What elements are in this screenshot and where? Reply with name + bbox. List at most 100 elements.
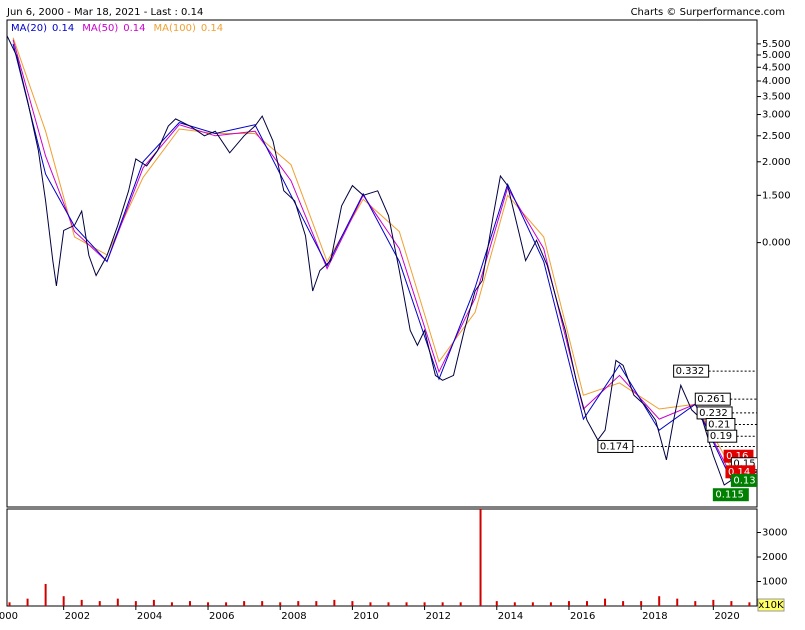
volume-bar [748,602,751,606]
y-tick-label: 2.000 [762,157,791,168]
y-tick-label: 1.500 [762,190,791,201]
source: Charts © Surperformance.com [631,7,785,18]
level-label: 0.16 [726,451,748,462]
chart-title: Jun 6, 2000 - Mar 18, 2021 - Last : 0.14 [6,7,203,18]
volume-bar [243,601,246,606]
volume-bar [694,601,697,606]
volume-bar [479,509,482,606]
volume-bar [549,602,552,606]
volume-bar [495,601,498,606]
x-tick-label: 2010 [353,611,378,622]
level-box [707,429,738,443]
volume-bar [459,602,462,606]
level-label: 0.261 [697,394,726,405]
level-label: 0.15 [733,459,755,470]
x-tick-label: 2012 [426,611,451,622]
x-tick-label: 2004 [137,611,162,622]
volume-bar [604,598,607,606]
y-tick-label: 5.000 [762,50,791,61]
volume-bar [369,602,372,606]
x-tick-label: 2008 [281,611,306,622]
volume-bar [279,602,282,606]
ma-line [12,43,757,482]
volume-bar [640,601,643,606]
legend-name: MA(20) [11,23,47,34]
y-tick-label: 5.500 [762,39,791,50]
legend-value: 0.14 [123,23,145,34]
y-tick-label: 4.000 [762,76,791,87]
volume-bar [44,583,47,606]
level-box [597,439,634,453]
volume-bar [134,601,137,606]
x-tick-label: 2002 [65,611,90,622]
legend-name: MA(100) [154,23,196,34]
volume-bar [261,601,264,606]
volume-tick-label: 2000 [762,552,787,563]
level-label: 0.14 [728,467,750,478]
volume-bar [423,602,426,606]
legend-value: 0.14 [201,23,223,34]
volume-bar [405,602,408,606]
level-label: 0.174 [600,441,629,452]
volume-bar [531,602,534,606]
volume-bar [730,601,733,606]
volume-bar [586,601,589,606]
volume-bar [170,602,173,606]
level-label: 0.232 [699,408,728,419]
volume-bar [315,601,318,606]
volume-bar [98,601,101,606]
y-tick-label: 2.500 [762,131,791,142]
volume-bar [116,598,119,606]
volume-bar [297,601,300,606]
volume-bar [441,602,444,606]
price-line [7,35,757,486]
level-box [694,392,731,406]
x-tick-label: 2020 [714,611,739,622]
volume-bar [188,601,191,606]
volume-bar [676,598,679,606]
y-tick-label: 3.000 [762,110,791,121]
x-tick-label: 2014 [498,611,523,622]
volume-bar [351,601,354,606]
level-box [730,473,757,487]
volume-bar [658,596,661,606]
volume-tick-label: 1000 [762,577,787,588]
x-tick-label: 2000 [0,611,18,622]
volume-frame [6,508,758,607]
y-tick-label: 0.000 [762,238,791,249]
level-label: 0.19 [710,431,732,442]
volume-bar [333,599,336,606]
unit-box [757,598,785,612]
volume-plot [8,509,751,606]
volume-bar [207,602,210,606]
volume-tick-label: 3000 [762,528,787,539]
y-tick-label: 4.500 [762,62,791,73]
volume-bar [225,602,228,606]
volume-bar [8,602,11,606]
volume-bar [387,602,390,606]
x-tick-label: 2018 [642,611,667,622]
level-label: 0.332 [676,366,705,377]
volume-bar [622,601,625,606]
volume-bar [80,599,83,606]
volume-bar [26,598,29,606]
level-box [673,364,710,378]
volume-bar [567,601,570,606]
ma-line [12,39,757,477]
volume-bar [62,596,65,606]
volume-bar [712,599,715,606]
legend-value: 0.14 [52,23,74,34]
volume-bar [513,602,516,606]
x-tick-label: 2006 [209,611,234,622]
level-box [712,488,749,502]
x-tick-label: 2016 [570,611,595,622]
level-label: 0.21 [708,420,730,431]
legend: MA(20) 0.14 MA(50) 0.14 MA(100) 0.14 [11,23,223,34]
legend-name: MA(50) [82,23,118,34]
volume-bar [152,599,155,606]
volume-unit: x10K [758,600,784,611]
price-frame [6,19,758,508]
y-tick-label: 3.500 [762,92,791,103]
